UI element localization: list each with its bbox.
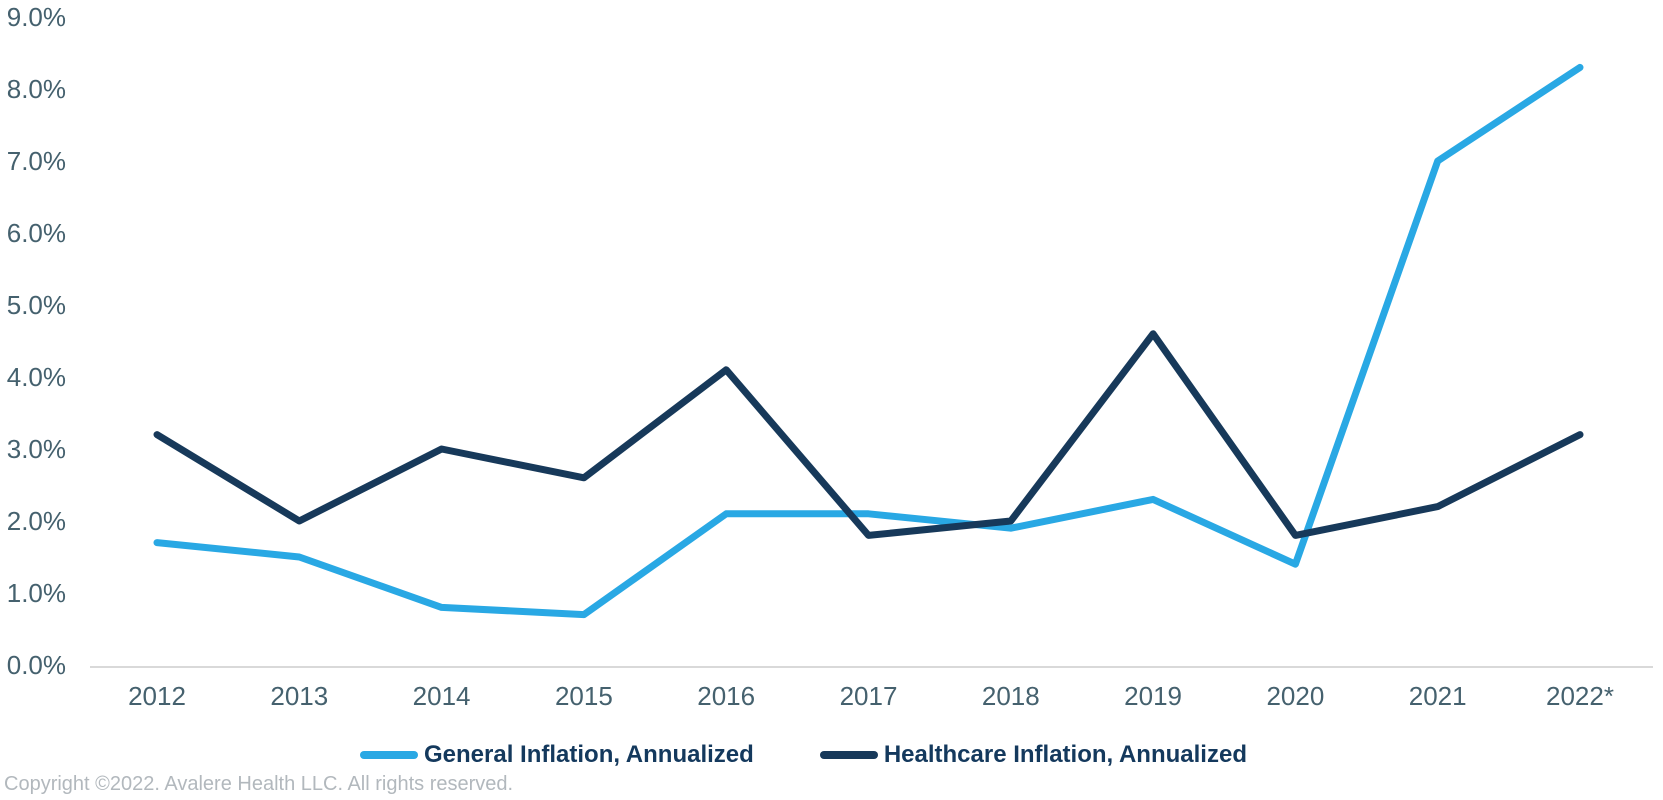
x-tick-label-2018: 2018 — [981, 681, 1040, 711]
legend-label-healthcare-inflation: Healthcare Inflation, Annualized — [883, 741, 1247, 768]
x-tick-label-2017: 2017 — [839, 681, 898, 711]
chart-legend: General Inflation, Annualized Healthcare… — [0, 741, 1635, 769]
y-tick-label-70: 7.0% — [6, 146, 66, 176]
general-inflation-swatch-icon — [360, 751, 418, 759]
copyright-text: Copyright ©2022. Avalere Health LLC. All… — [4, 773, 514, 795]
y-tick-label-10: 1.0% — [6, 578, 66, 608]
healthcare-inflation-swatch-icon — [819, 751, 878, 759]
y-tick-label-80: 8.0% — [6, 74, 66, 104]
x-tick-label-2013: 2013 — [270, 681, 329, 711]
y-tick-label-40: 4.0% — [6, 362, 66, 392]
x-tick-label-2022: 2022* — [1546, 681, 1614, 711]
x-tick-label-2019: 2019 — [1124, 681, 1183, 711]
y-tick-label-00: 0.0% — [6, 650, 66, 680]
y-tick-label-60: 6.0% — [6, 218, 66, 248]
x-tick-label-2021: 2021 — [1408, 681, 1467, 711]
y-tick-label-30: 3.0% — [6, 434, 66, 464]
x-tick-label-2015: 2015 — [554, 681, 613, 711]
healthcare-inflation-line — [153, 330, 1584, 539]
y-tick-label-90: 9.0% — [6, 2, 66, 32]
x-tick-label-2012: 2012 — [128, 681, 186, 711]
legend-item-healthcare-inflation: Healthcare Inflation, Annualized — [819, 741, 1247, 769]
general-inflation-line — [153, 63, 1584, 619]
legend-label-general-inflation: General Inflation, Annualized — [424, 741, 754, 768]
legend-item-general-inflation: General Inflation, Annualized — [360, 741, 754, 769]
y-tick-label-20: 2.0% — [6, 506, 66, 536]
y-tick-label-50: 5.0% — [6, 290, 66, 320]
x-tick-label-2020: 2020 — [1266, 681, 1325, 711]
x-tick-label-2016: 2016 — [697, 681, 756, 711]
x-tick-label-2014: 2014 — [412, 681, 471, 711]
